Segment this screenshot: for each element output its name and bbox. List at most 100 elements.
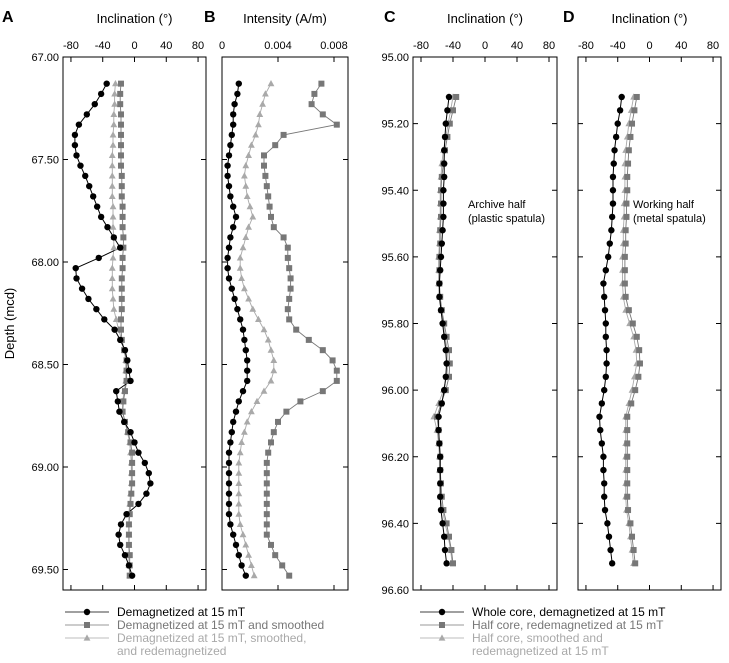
panel-a-series-2-point bbox=[117, 131, 124, 138]
panel-c-annotation-line2: (plastic spatula) bbox=[468, 213, 545, 225]
panel-a-series-1-point bbox=[135, 449, 142, 456]
panel-b-series-1-point bbox=[239, 326, 247, 333]
panel-d-series-2-point bbox=[623, 200, 630, 207]
panel-d-series-1-point bbox=[598, 440, 606, 447]
panel-b-series-3-point bbox=[242, 233, 250, 240]
panel-c-x-tick-label: 80 bbox=[543, 40, 555, 52]
panel-d-series-2-point bbox=[636, 360, 643, 367]
legend-label-line2: redemagnetized at 15 mT bbox=[472, 644, 609, 658]
panel-a-series-2-point bbox=[120, 398, 127, 405]
panel-a-series-3-point bbox=[109, 295, 117, 302]
panel-a-series-1-point bbox=[75, 121, 83, 128]
panel-d-series-2-point bbox=[625, 160, 632, 167]
panel-a-series-2-point bbox=[125, 541, 132, 548]
panel-c-series-1-point bbox=[443, 360, 450, 367]
panel-d-series-1-point bbox=[602, 333, 610, 341]
panel-b-series-1-point bbox=[224, 254, 231, 262]
panel-d-series-2-point bbox=[624, 413, 631, 420]
panel-c-series-1-point bbox=[441, 133, 449, 141]
panel-c-series-1-point bbox=[435, 413, 442, 420]
panel-b-series-1-point bbox=[244, 357, 251, 364]
panel-b-series-1-point bbox=[228, 131, 235, 139]
panel-c-y-tick-label: 95.60 bbox=[381, 252, 409, 264]
panel-b-series-3-point bbox=[236, 264, 244, 271]
panel-a-series-2-point bbox=[123, 377, 130, 384]
panel-d-x-tick-label: -40 bbox=[610, 40, 626, 52]
panel-c-series-1-point bbox=[437, 493, 444, 500]
panel-c-series-1-point bbox=[437, 267, 444, 274]
panel-d-series-1-point bbox=[614, 120, 621, 127]
panel-d-series-1-point bbox=[608, 560, 616, 567]
panel-b-series-3-point bbox=[248, 561, 255, 568]
panel-d-series-1-point bbox=[603, 360, 610, 367]
panel-b-series-1-point bbox=[227, 141, 234, 149]
panel-b-series-3-point bbox=[238, 274, 245, 281]
legend-label: Half core, smoothed and bbox=[472, 631, 603, 645]
panel-b-series-2-point bbox=[263, 511, 270, 518]
panel-a-series-3-point bbox=[108, 182, 116, 189]
panel-b-series-1-point bbox=[225, 490, 233, 497]
panel-d-series-1-point bbox=[604, 253, 612, 261]
panel-b-series-2-point bbox=[263, 531, 270, 538]
panel-b-x-tick-label: 0.004 bbox=[264, 40, 292, 52]
panel-b-series-3-point bbox=[243, 418, 251, 425]
panel-b-series-2-point bbox=[263, 500, 270, 507]
panel-a-x-tick-label: 80 bbox=[192, 40, 204, 52]
panel-a-series-1-point bbox=[116, 408, 123, 415]
panel-d-series-1-point bbox=[602, 320, 610, 327]
panel-a-x-tick-label: 40 bbox=[160, 40, 172, 52]
panel-a-series-1-point bbox=[85, 295, 92, 303]
panel-c-series-1-point bbox=[441, 160, 448, 167]
panel-c-series-2-point bbox=[450, 560, 456, 567]
panel-b-series-1-point bbox=[225, 469, 233, 477]
panel-a-series-1-point bbox=[82, 172, 89, 180]
panel-a-series-2-point bbox=[121, 388, 128, 395]
panel-a-series-1-point bbox=[125, 367, 133, 374]
panel-b-series-2-point bbox=[265, 193, 272, 200]
panel-c-series-1-point bbox=[441, 147, 448, 154]
panel-d-series-1-point bbox=[600, 466, 607, 474]
panel-c-series-1-point bbox=[437, 453, 444, 460]
panel-b-series-1-point bbox=[244, 367, 251, 374]
panel-a-series-2-point bbox=[125, 531, 132, 538]
panel-c-series-1-point bbox=[439, 520, 446, 527]
panel-a-series-1-point bbox=[78, 285, 86, 292]
panel-a-series-1-point bbox=[114, 398, 122, 405]
panel-b-series-2-point bbox=[268, 439, 274, 446]
panel-c-annotation-line1: Archive half bbox=[468, 199, 526, 211]
panel-b-series-1-point bbox=[230, 121, 237, 128]
panel-a-x-tick-label: -80 bbox=[63, 40, 79, 52]
panel-a-series-2-point bbox=[129, 459, 136, 466]
panel-b-series-3-point bbox=[241, 428, 248, 435]
panel-d-series-2-point bbox=[621, 267, 628, 274]
panel-b-series-1-point bbox=[225, 459, 233, 467]
panel-c-x-tick-label: -40 bbox=[445, 40, 461, 52]
panel-b-series-2-line bbox=[263, 83, 338, 576]
panel-a-series-2-point bbox=[119, 203, 126, 210]
panel-d-series-1-point bbox=[618, 93, 625, 101]
panel-b-series-1-point bbox=[230, 111, 237, 118]
panel-b-series-1-point bbox=[234, 305, 241, 313]
panel-b-series-1-point bbox=[225, 244, 233, 251]
panel-d-series-2-point bbox=[632, 560, 639, 567]
panel-d-series-1-point bbox=[596, 413, 603, 420]
legend-label: Demagnetized at 15 mT bbox=[117, 605, 246, 619]
panel-b-series-1-point bbox=[227, 193, 234, 200]
panel-b-series-2-point bbox=[272, 552, 279, 559]
panel-d-label: D bbox=[563, 9, 575, 26]
panel-c-x-tick-label: -80 bbox=[413, 40, 429, 52]
panel-d-series-1-point bbox=[597, 426, 604, 434]
panel-a-series-1-point bbox=[104, 223, 111, 231]
panel-d-series-2-point bbox=[621, 280, 628, 287]
panel-b-label: B bbox=[204, 9, 216, 26]
panel-a-series-3-point bbox=[108, 192, 116, 199]
panel-b-series-3-point bbox=[267, 377, 275, 384]
panel-a-series-1-point bbox=[89, 193, 97, 200]
panel-a-series-1-point bbox=[120, 418, 128, 426]
panel-a-series-1-point bbox=[93, 203, 101, 210]
panel-b-series-2-point bbox=[308, 101, 315, 108]
panel-b-series-2-point bbox=[287, 285, 294, 292]
panel-c-y-tick-label: 96.00 bbox=[381, 385, 409, 397]
panel-d-series-1-point bbox=[602, 267, 610, 274]
